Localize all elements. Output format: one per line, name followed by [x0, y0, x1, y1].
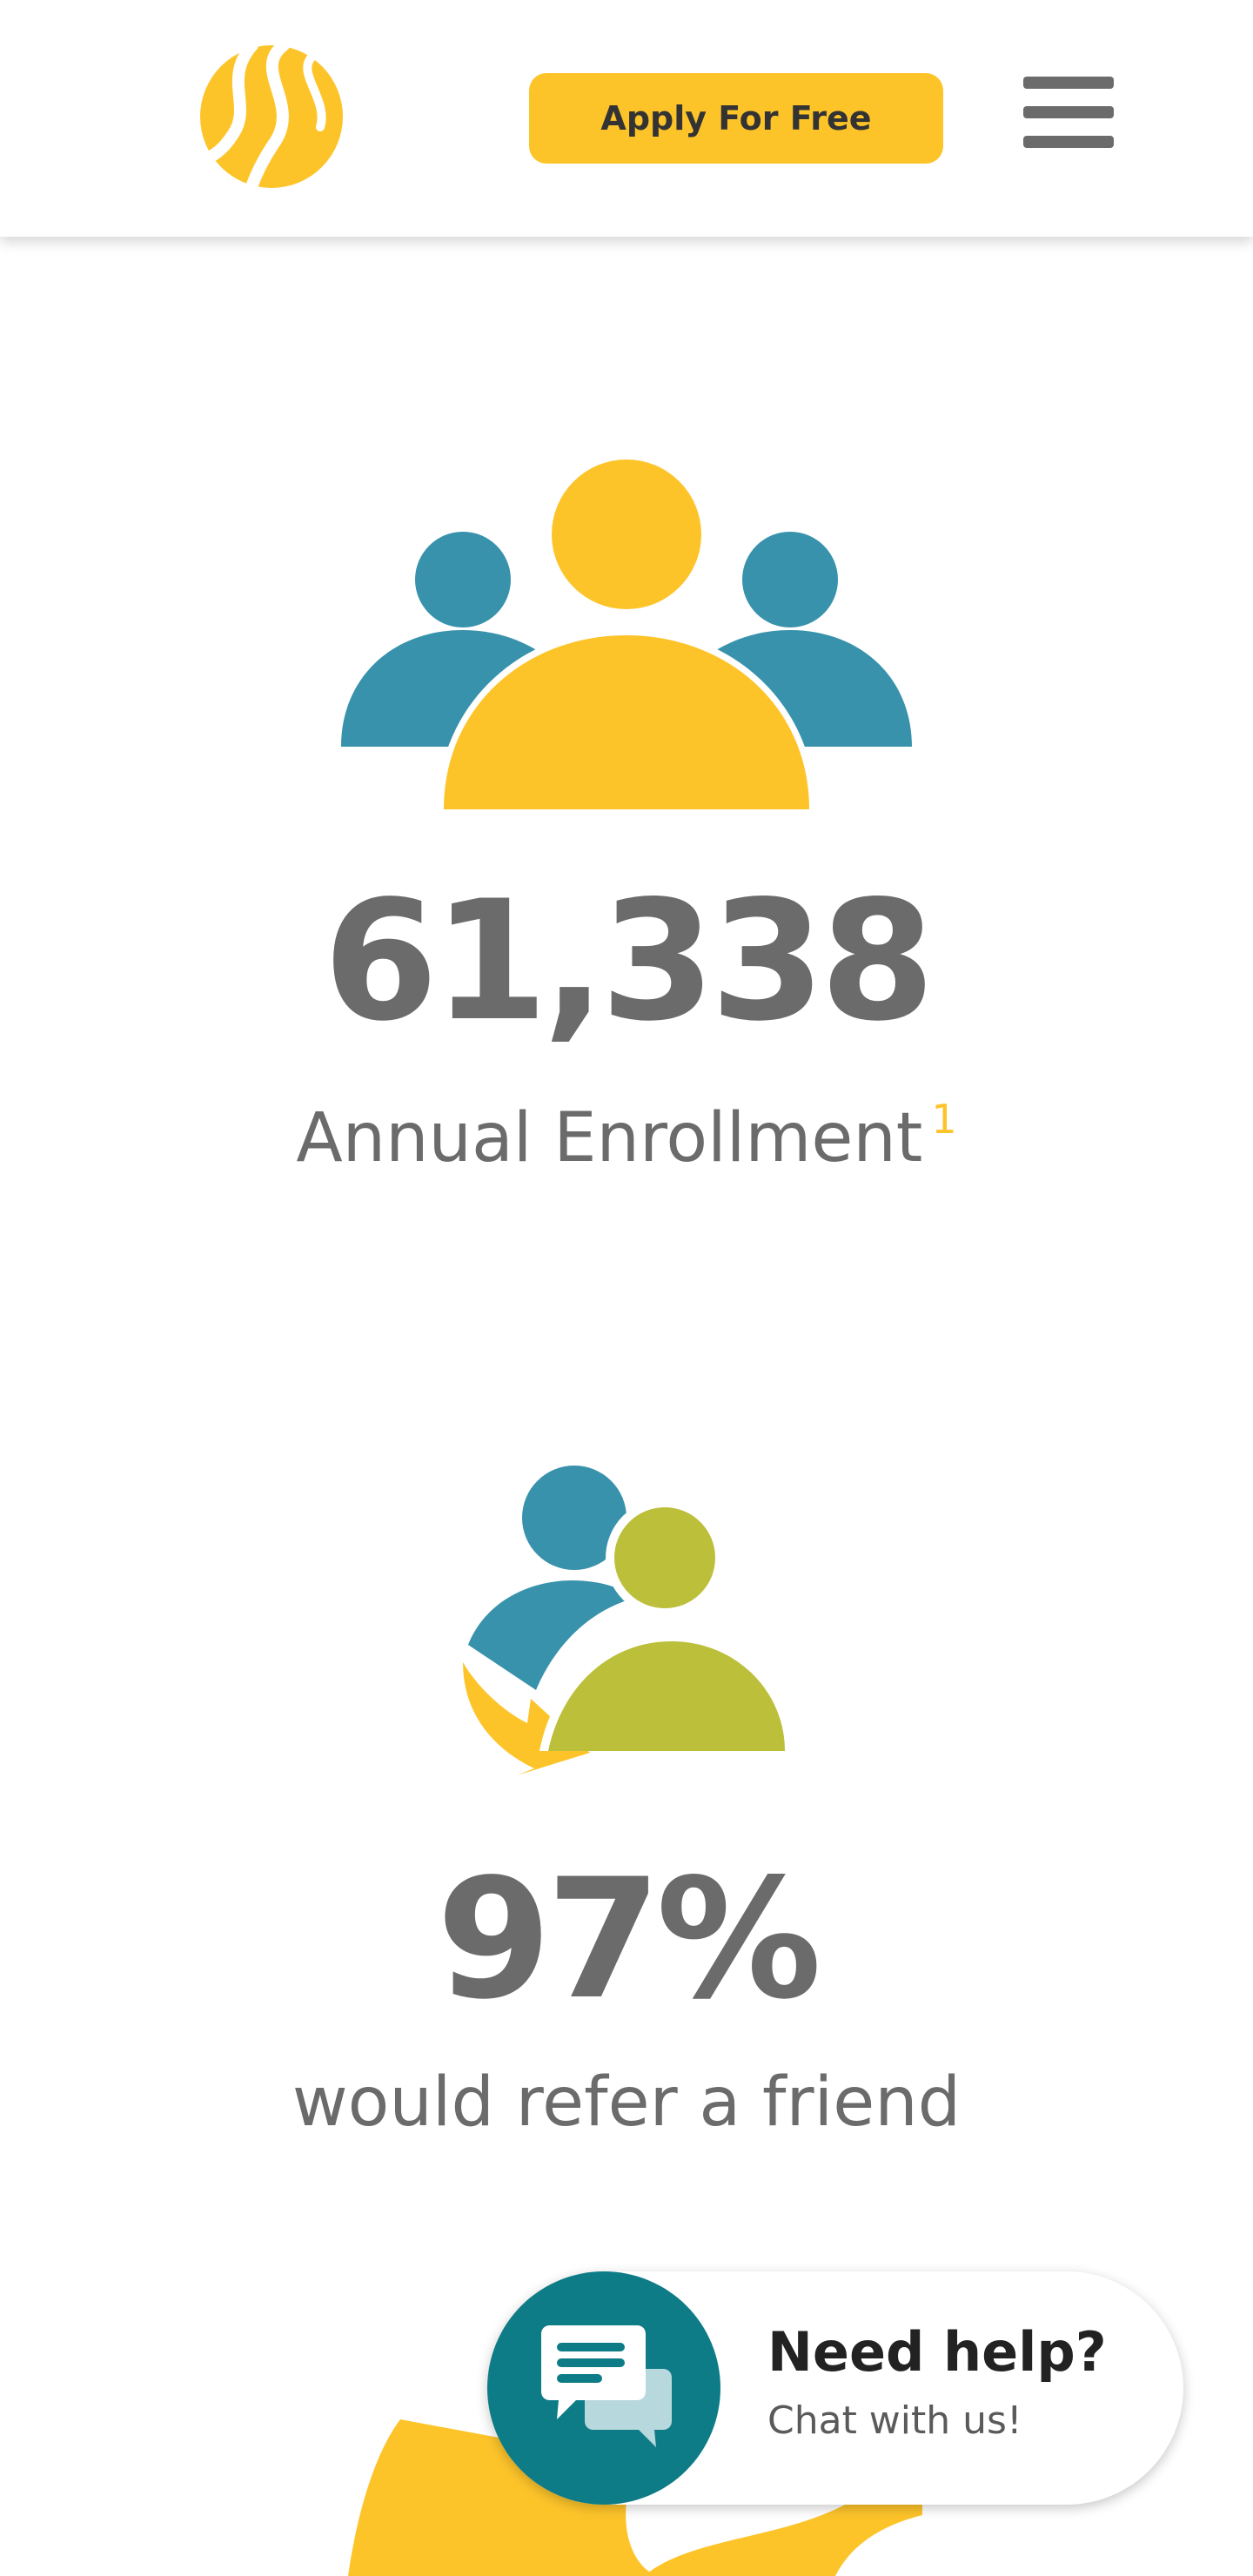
chat-subtitle: Chat with us! [767, 2398, 1022, 2443]
enrollment-number: 61,338 [323, 865, 935, 1057]
refer-label: would refer a friend [291, 2063, 962, 2142]
refer-friend-icon [459, 1462, 797, 1779]
chat-button[interactable] [487, 2271, 720, 2505]
enrollment-label-text: Annual Enrollment [296, 1099, 923, 1177]
chat-bubbles-icon [541, 2325, 672, 2456]
group-people-icon [341, 460, 912, 813]
enrollment-label: Annual Enrollment 1 [0, 1076, 1253, 1182]
menu-bar-top [1023, 77, 1114, 89]
footnote-link[interactable]: 1 [931, 1096, 957, 1143]
chat-widget[interactable]: Need help? Chat with us! [487, 2271, 1183, 2505]
apply-for-free-button[interactable]: Apply For Free [529, 73, 943, 164]
menu-bar-middle [1023, 106, 1114, 118]
refer-percent-number: 97% [436, 1843, 822, 2036]
road-logo-icon[interactable] [196, 39, 345, 196]
site-header: Apply For Free [0, 0, 1253, 237]
hamburger-menu-icon[interactable] [1023, 77, 1116, 160]
chat-title: Need help? [767, 2320, 1107, 2384]
menu-bar-bottom [1023, 136, 1114, 148]
